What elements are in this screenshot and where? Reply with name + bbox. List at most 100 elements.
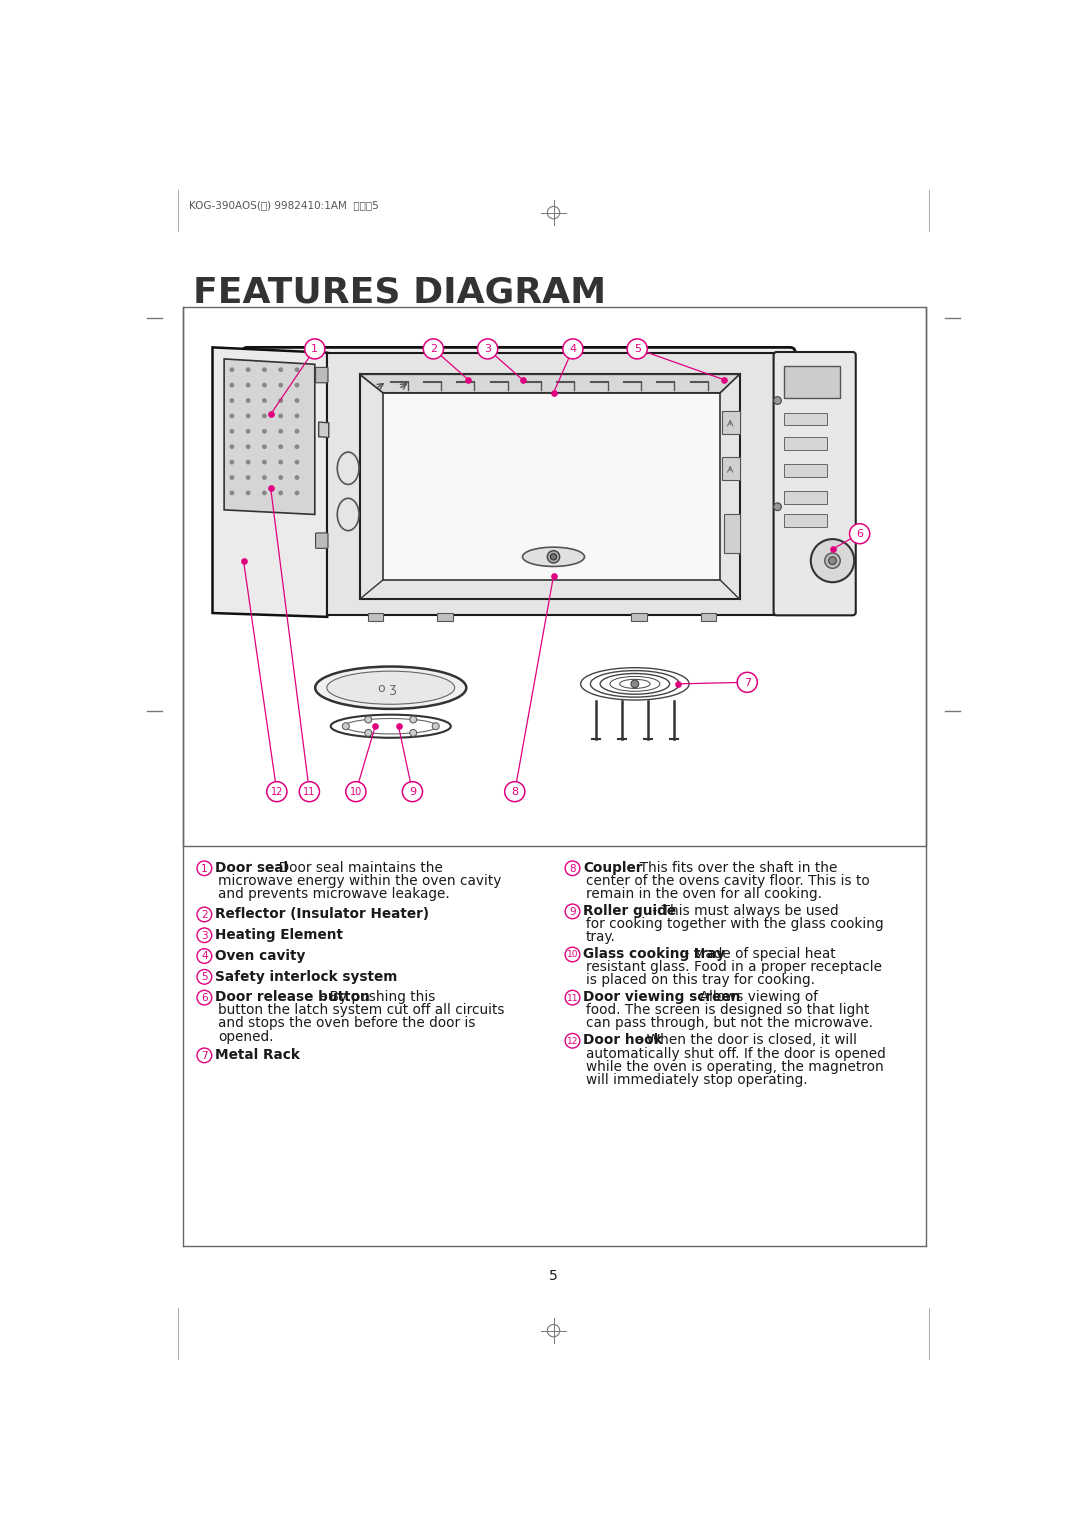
Bar: [723, 411, 740, 434]
Bar: [784, 492, 827, 504]
Circle shape: [342, 723, 349, 730]
Circle shape: [279, 445, 282, 448]
Text: 9: 9: [409, 787, 416, 798]
Circle shape: [230, 399, 233, 402]
Text: tray.: tray.: [586, 931, 616, 944]
Circle shape: [811, 539, 854, 582]
Circle shape: [262, 490, 266, 495]
Text: microwave energy within the oven cavity: microwave energy within the oven cavity: [218, 874, 501, 888]
Circle shape: [230, 490, 233, 495]
Text: Door viewing screen: Door viewing screen: [583, 990, 740, 1004]
Circle shape: [295, 429, 299, 432]
Text: o ʒ: o ʒ: [378, 681, 396, 695]
Text: 1: 1: [201, 863, 207, 874]
Text: remain in the oven for all cooking.: remain in the oven for all cooking.: [586, 888, 822, 902]
Text: 5: 5: [634, 344, 640, 354]
Text: Safety interlock system: Safety interlock system: [215, 970, 397, 984]
Text: 6: 6: [856, 529, 863, 539]
Bar: [784, 515, 827, 527]
Ellipse shape: [523, 547, 584, 567]
Text: 12: 12: [271, 787, 283, 798]
Circle shape: [279, 399, 282, 402]
Circle shape: [850, 524, 869, 544]
Text: 4: 4: [201, 952, 207, 961]
Text: Reflector (Insulator Heater): Reflector (Insulator Heater): [215, 908, 429, 921]
Circle shape: [295, 460, 299, 465]
Circle shape: [246, 445, 249, 448]
Text: Oven cavity: Oven cavity: [215, 949, 306, 963]
Circle shape: [828, 556, 836, 564]
Bar: [784, 413, 827, 425]
Text: 9: 9: [569, 906, 576, 917]
Polygon shape: [225, 359, 314, 515]
Bar: [701, 613, 716, 620]
Bar: [723, 457, 740, 480]
Circle shape: [365, 729, 372, 736]
Text: for cooking together with the glass cooking: for cooking together with the glass cook…: [586, 917, 883, 931]
Circle shape: [631, 680, 638, 688]
FancyBboxPatch shape: [773, 351, 855, 616]
Text: is placed on this tray for cooking.: is placed on this tray for cooking.: [586, 973, 815, 987]
Circle shape: [423, 339, 444, 359]
Text: - This fits over the shaft in the: - This fits over the shaft in the: [625, 860, 837, 876]
Text: - Made of special heat: - Made of special heat: [679, 947, 836, 961]
Circle shape: [246, 460, 249, 465]
Text: opened.: opened.: [218, 1030, 273, 1044]
Text: - By pushing this: - By pushing this: [315, 990, 435, 1004]
Circle shape: [565, 905, 580, 918]
Bar: [724, 515, 740, 553]
Circle shape: [565, 990, 580, 1005]
Text: Door release button: Door release button: [215, 990, 369, 1004]
Circle shape: [409, 717, 417, 723]
Circle shape: [279, 429, 282, 432]
Bar: [367, 613, 383, 620]
Circle shape: [262, 399, 266, 402]
Circle shape: [346, 782, 366, 802]
Circle shape: [230, 429, 233, 432]
Circle shape: [197, 927, 212, 943]
Circle shape: [295, 490, 299, 495]
Text: - This must always be used: - This must always be used: [648, 905, 839, 918]
Text: resistant glass. Food in a proper receptacle: resistant glass. Food in a proper recept…: [586, 960, 882, 975]
Text: Metal Rack: Metal Rack: [215, 1048, 300, 1062]
Circle shape: [504, 782, 525, 802]
Circle shape: [279, 490, 282, 495]
Circle shape: [548, 550, 559, 562]
Circle shape: [279, 368, 282, 371]
Circle shape: [197, 860, 212, 876]
Text: 5: 5: [201, 972, 207, 983]
Ellipse shape: [315, 666, 467, 709]
FancyBboxPatch shape: [315, 367, 328, 384]
Text: 4: 4: [569, 344, 577, 354]
Text: 8: 8: [511, 787, 518, 798]
Text: Door hook: Door hook: [583, 1033, 662, 1047]
Circle shape: [246, 414, 249, 417]
Circle shape: [230, 475, 233, 480]
Circle shape: [262, 429, 266, 432]
Circle shape: [197, 970, 212, 984]
Circle shape: [305, 339, 325, 359]
Circle shape: [230, 445, 233, 448]
Circle shape: [825, 553, 840, 568]
Circle shape: [565, 947, 580, 961]
Polygon shape: [213, 347, 327, 617]
Circle shape: [262, 368, 266, 371]
Circle shape: [230, 460, 233, 465]
Bar: [183, 307, 926, 845]
Text: - Allows viewing of: - Allows viewing of: [686, 990, 818, 1004]
Text: 8: 8: [569, 863, 576, 874]
FancyBboxPatch shape: [315, 533, 328, 549]
Circle shape: [279, 475, 282, 480]
Circle shape: [246, 384, 249, 387]
Circle shape: [279, 414, 282, 417]
Circle shape: [565, 1033, 580, 1048]
Circle shape: [409, 729, 417, 736]
Circle shape: [563, 339, 583, 359]
Circle shape: [295, 399, 299, 402]
Text: - Door seal maintains the: - Door seal maintains the: [266, 860, 443, 876]
Bar: [437, 613, 453, 620]
Circle shape: [230, 368, 233, 371]
Circle shape: [230, 384, 233, 387]
Circle shape: [246, 429, 249, 432]
Text: Coupler: Coupler: [583, 860, 643, 876]
